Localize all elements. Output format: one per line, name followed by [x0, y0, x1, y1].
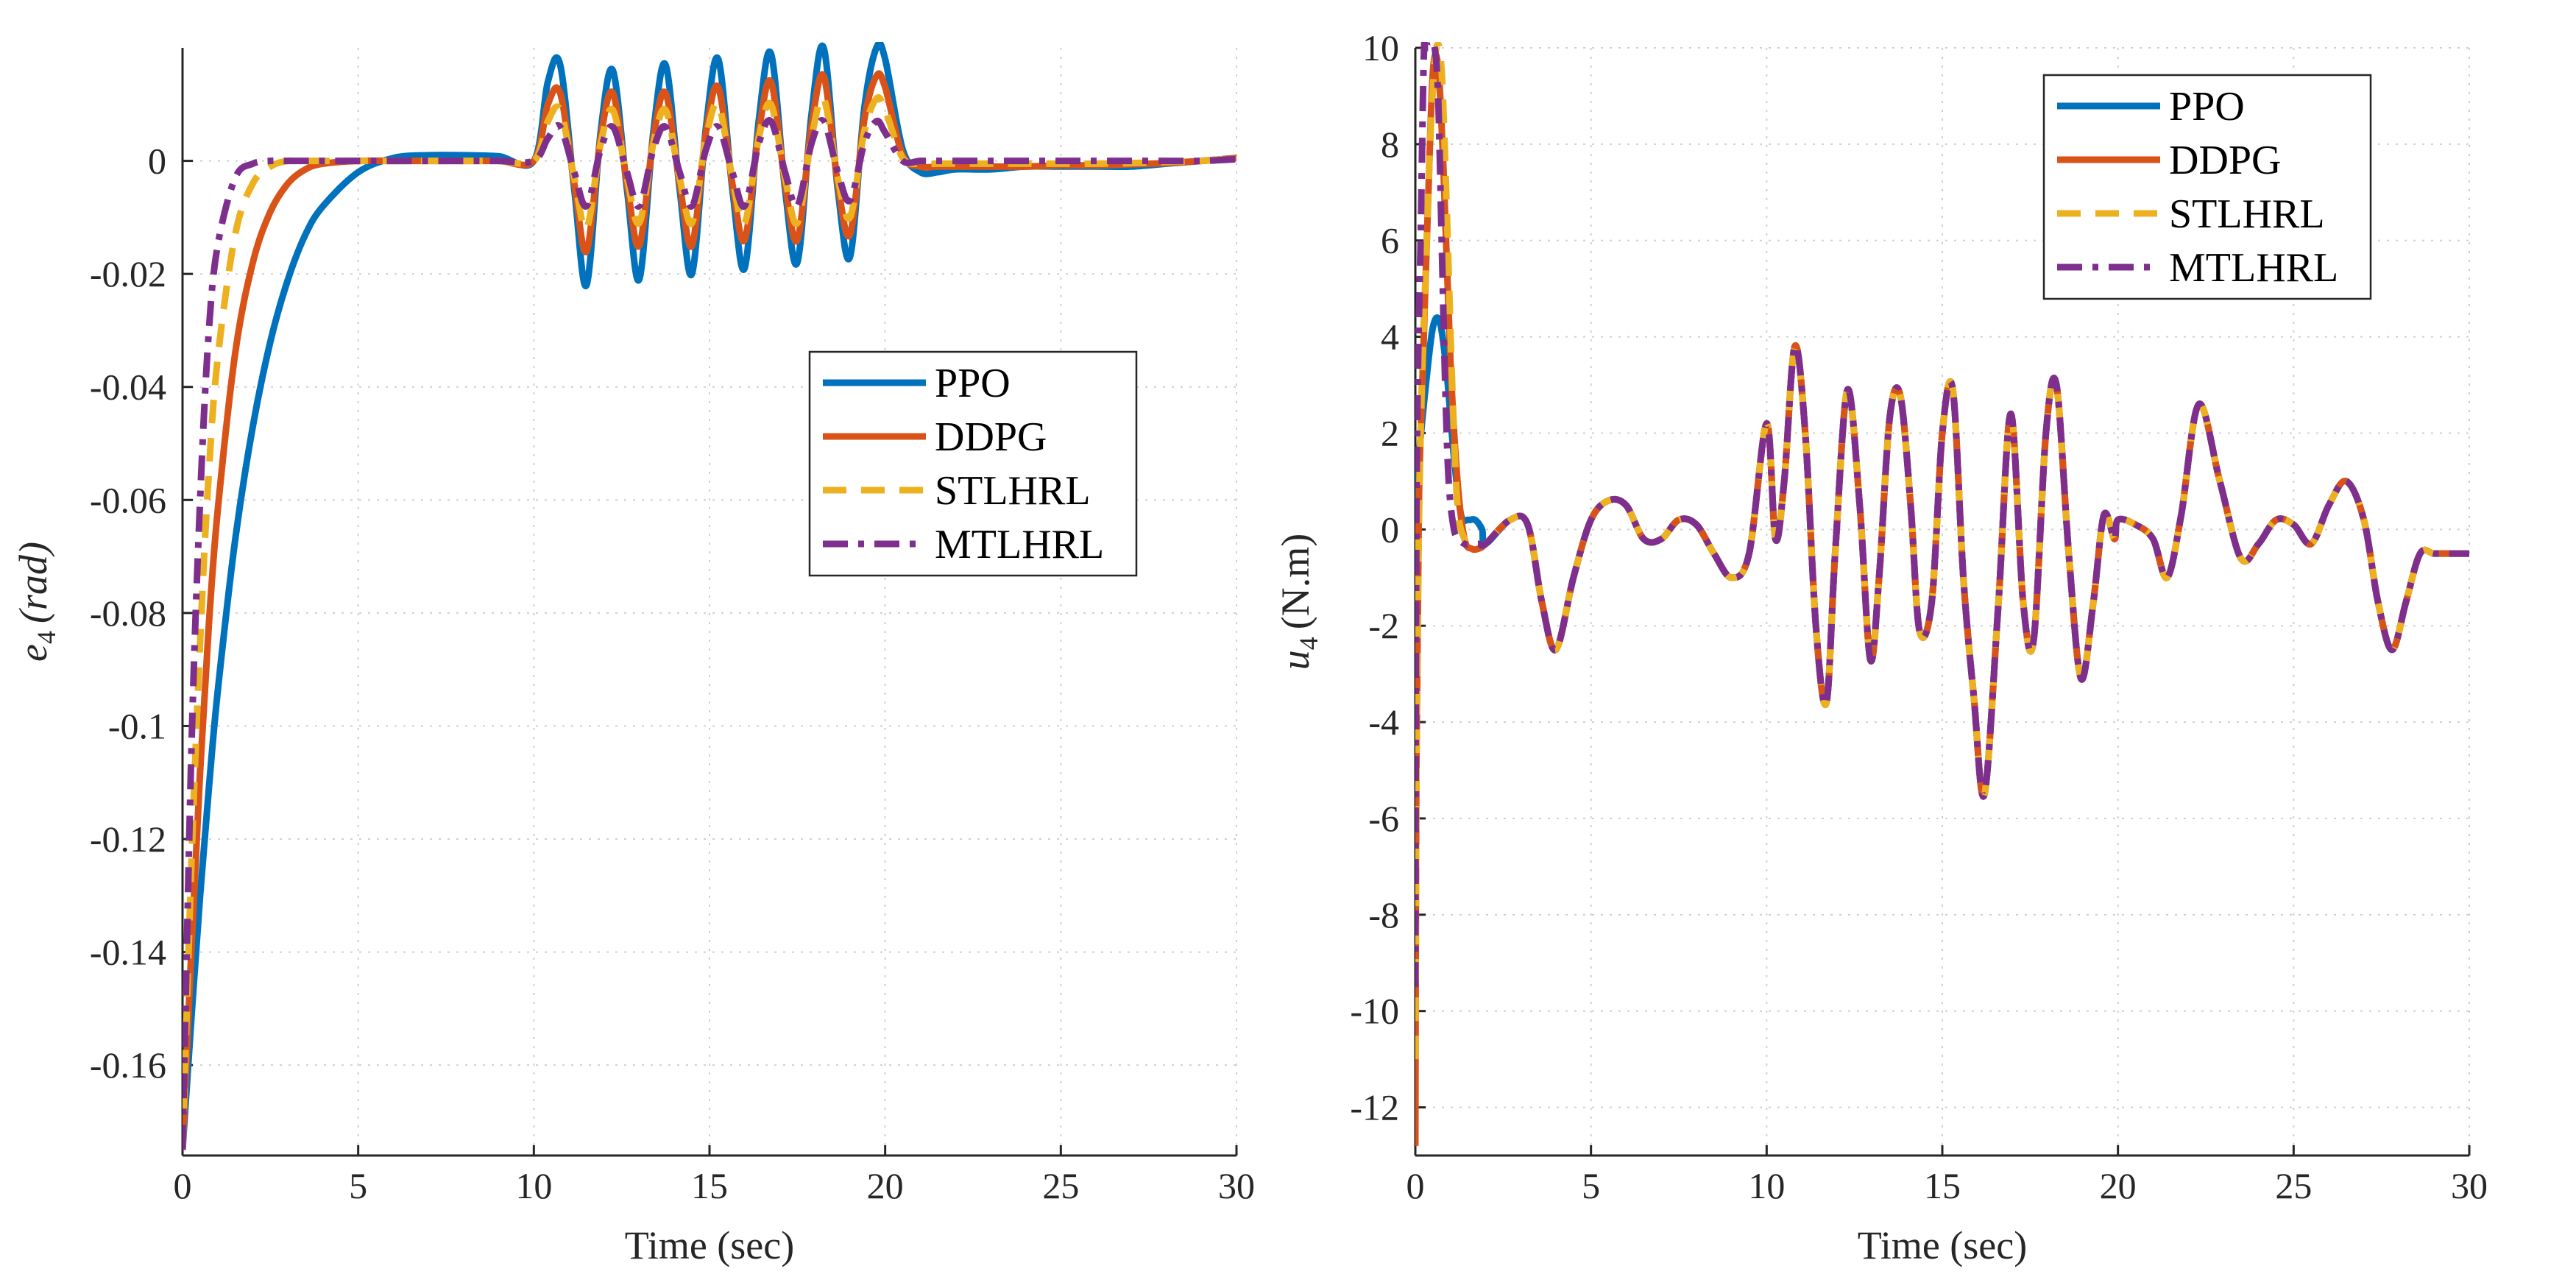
legend-label-ddpg: DDPG [935, 414, 1047, 460]
legend-label-mtlhrl: MTLHRL [2169, 245, 2338, 291]
x-tick-label: 15 [1924, 1165, 1961, 1206]
y-tick-label: -4 [1368, 701, 1399, 743]
y-tick-label: 0 [148, 141, 166, 182]
x-tick-label: 25 [1042, 1165, 1079, 1206]
y-tick-label: 6 [1381, 220, 1399, 261]
series-line-mtlhrl [1415, 42, 2469, 988]
control-y-axis-label: u4 (N.m) [1273, 534, 1323, 670]
error-series-group [183, 42, 1236, 1150]
y-tick-label: -0.08 [90, 592, 166, 634]
y-tick-label: -0.04 [90, 367, 166, 408]
y-label-unit: (N.m) [1273, 534, 1317, 629]
y-tick-label: -0.14 [90, 932, 166, 973]
y-tick-label: -0.12 [90, 818, 166, 860]
error-x-axis-label: Time (sec) [625, 1223, 794, 1267]
legend-box [2042, 74, 2372, 300]
legend-box [808, 350, 1138, 577]
control-legend: PPO DDPG STLHRL MTLHRL [2042, 74, 2372, 300]
x-tick-label: 25 [2275, 1165, 2312, 1206]
error-y-axis-label: e4 (rad) [11, 542, 61, 662]
legend-label-ddpg: DDPG [2169, 138, 2281, 183]
x-tick-label: 5 [1582, 1165, 1600, 1206]
y-tick-label: -8 [1368, 894, 1399, 935]
legend-label-ppo: PPO [935, 361, 1011, 406]
x-tick-label: 30 [1218, 1165, 1255, 1206]
y-tick-label: 2 [1381, 412, 1399, 453]
x-tick-label: 30 [2451, 1165, 2488, 1206]
y-label-subscript: 4 [32, 631, 61, 644]
x-tick-label: 10 [515, 1165, 552, 1206]
x-tick-label: 0 [1406, 1165, 1425, 1206]
control-series-group [1415, 42, 2469, 1146]
error-legend: PPO DDPG STLHRL MTLHRL [808, 350, 1138, 577]
y-tick-label: 4 [1381, 316, 1399, 358]
y-label-subscript: 4 [1294, 637, 1323, 650]
y-tick-label: -6 [1368, 798, 1399, 839]
y-tick-label: -0.16 [90, 1044, 166, 1086]
error-plot-panel: 0 5 10 15 20 25 30 -0.16 -0.14 -0.12 -0.1 -0.08 -0.0… [11, 42, 1255, 1267]
y-label-symbol: e [11, 644, 55, 662]
legend-label-stlhrl: STLHRL [935, 468, 1091, 514]
y-tick-label: -0.06 [90, 479, 166, 520]
y-tick-label: -2 [1368, 605, 1399, 646]
x-tick-label: 0 [174, 1165, 192, 1206]
y-tick-label: -0.02 [90, 253, 166, 294]
y-label-unit: (rad) [11, 542, 55, 623]
y-tick-label: 10 [1362, 27, 1399, 68]
legend-label-mtlhrl: MTLHRL [935, 522, 1104, 567]
y-tick-label: -10 [1350, 991, 1399, 1032]
control-plot-panel: 0 5 10 15 20 25 30 -12 -10 -8 -6 -4 -2 0 2 4 6 8 10 Time (s… [1273, 27, 2488, 1267]
x-tick-label: 10 [1748, 1165, 1785, 1206]
legend-label-stlhrl: STLHRL [2169, 191, 2325, 237]
control-x-axis-label: Time (sec) [1858, 1223, 2027, 1267]
series-line-mtlhrl [183, 116, 1236, 1150]
y-label-symbol: u [1273, 650, 1317, 670]
y-tick-label: -0.1 [108, 705, 166, 746]
legend-label-ppo: PPO [2169, 84, 2245, 130]
x-tick-label: 20 [2100, 1165, 2137, 1206]
y-tick-label: 0 [1381, 509, 1399, 550]
x-tick-label: 15 [691, 1165, 728, 1206]
x-tick-label: 5 [349, 1165, 367, 1206]
y-tick-label: -12 [1350, 1087, 1399, 1128]
y-tick-label: 8 [1381, 124, 1399, 165]
x-tick-label: 20 [867, 1165, 904, 1206]
